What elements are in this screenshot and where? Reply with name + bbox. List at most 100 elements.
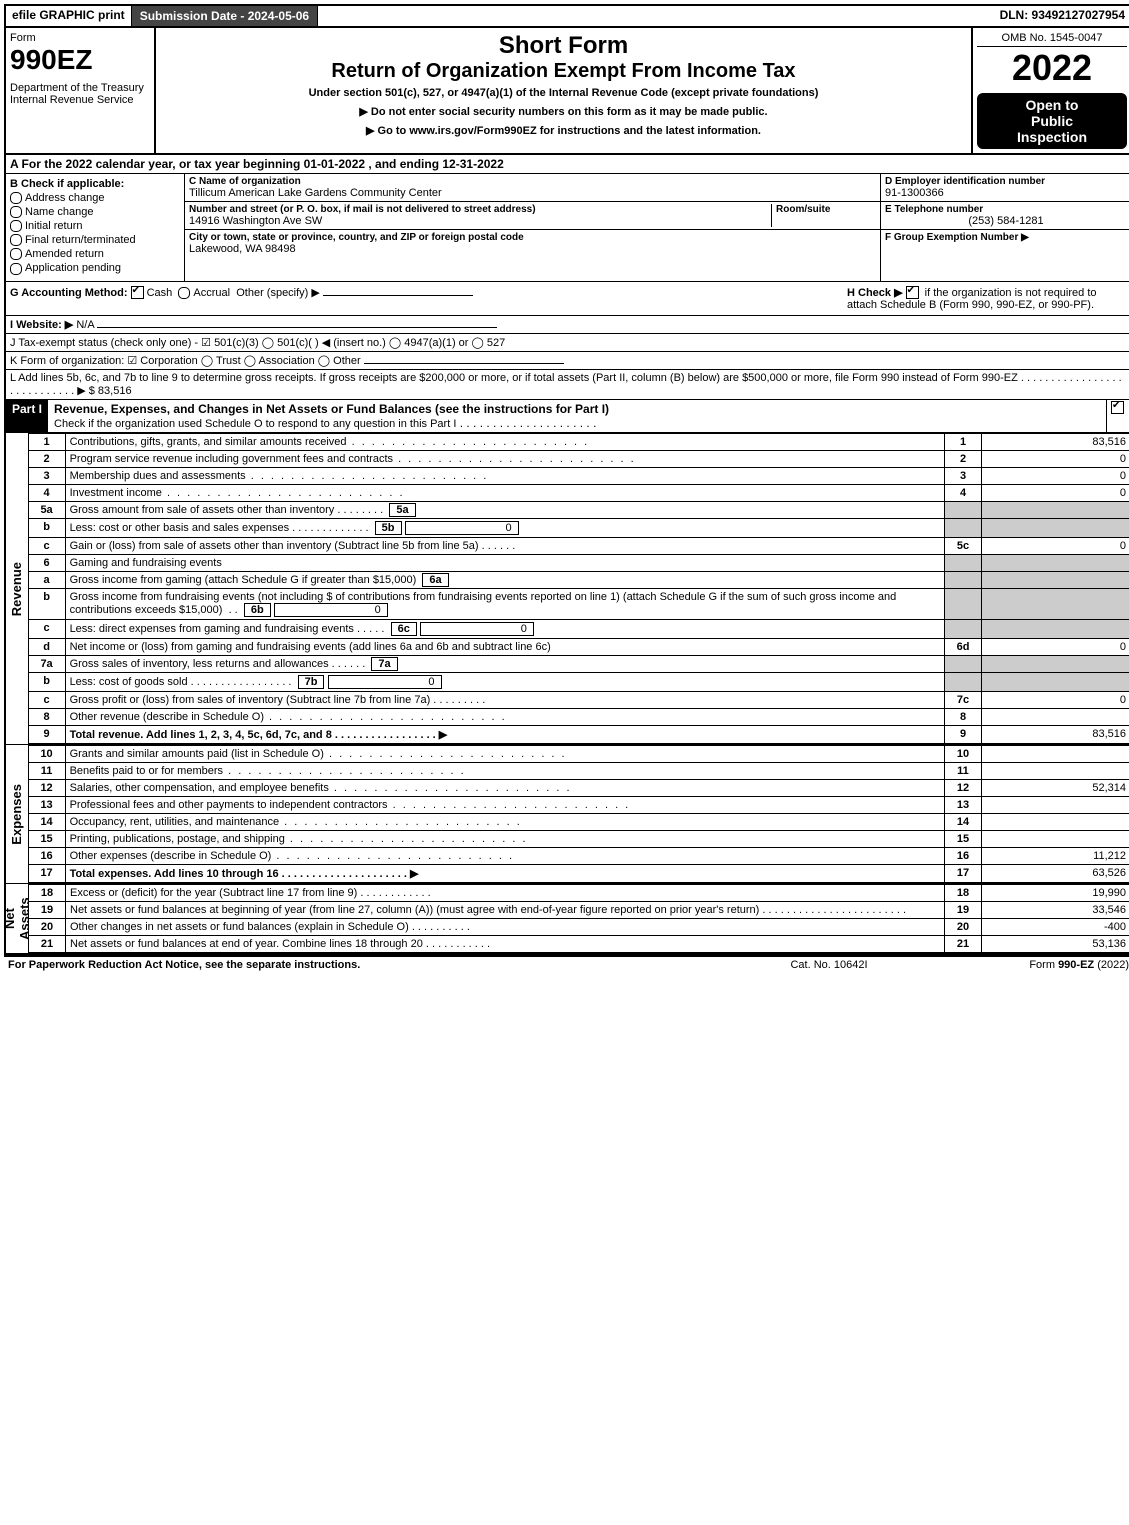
ein-value: 91-1300366 <box>885 187 1127 199</box>
chk-amended-return[interactable]: Amended return <box>10 248 180 260</box>
form-word: Form <box>10 32 150 44</box>
revenue-side-label: Revenue <box>6 433 29 744</box>
b-title: B Check if applicable: <box>10 178 180 190</box>
expenses-section: Expenses 10Grants and similar amounts pa… <box>6 745 1129 884</box>
row-a-tax-year: A For the 2022 calendar year, or tax yea… <box>6 155 1129 174</box>
line-6d: dNet income or (loss) from gaming and fu… <box>29 639 1129 656</box>
org-name-label: C Name of organization <box>189 176 876 187</box>
org-name-row: C Name of organization Tillicum American… <box>185 174 880 202</box>
under-section: Under section 501(c), 527, or 4947(a)(1)… <box>160 87 967 99</box>
line-19: 19Net assets or fund balances at beginni… <box>29 902 1129 919</box>
part-i-header: Part I Revenue, Expenses, and Changes in… <box>6 400 1129 433</box>
k-text: K Form of organization: ☑ Corporation ◯ … <box>10 355 361 367</box>
line-13: 13Professional fees and other payments t… <box>29 797 1129 814</box>
line-8: 8Other revenue (describe in Schedule O)8 <box>29 709 1129 726</box>
line-6a: aGross income from gaming (attach Schedu… <box>29 572 1129 589</box>
form-container: efile GRAPHIC print Submission Date - 20… <box>4 4 1129 957</box>
line-5b: bLess: cost or other basis and sales exp… <box>29 519 1129 538</box>
header-right: OMB No. 1545-0047 2022 Open to Public In… <box>973 28 1129 153</box>
section-bcdef: B Check if applicable: Address change Na… <box>6 174 1129 282</box>
revenue-section: Revenue 1Contributions, gifts, grants, a… <box>6 433 1129 745</box>
row-i-website: I Website: ▶ N/A <box>6 316 1129 334</box>
website-value: N/A <box>76 319 94 331</box>
h-check-prefix: H Check ▶ <box>847 287 903 299</box>
org-city-row: City or town, state or province, country… <box>185 230 880 257</box>
chk-address-change[interactable]: Address change <box>10 192 180 204</box>
instr-goto-prefix: ▶ Go to <box>366 125 409 137</box>
org-name: Tillicum American Lake Gardens Community… <box>189 187 876 199</box>
chk-name-change[interactable]: Name change <box>10 206 180 218</box>
row-j-tax-exempt: J Tax-exempt status (check only one) - ☑… <box>6 334 1129 352</box>
line-10: 10Grants and similar amounts paid (list … <box>29 746 1129 763</box>
instr-goto: ▶ Go to www.irs.gov/Form990EZ for instru… <box>160 124 967 137</box>
form-header: Form 990EZ Department of the Treasury In… <box>6 28 1129 155</box>
g-label: G Accounting Method: <box>10 287 128 299</box>
other-label: Other (specify) ▶ <box>236 287 320 299</box>
revenue-table: 1Contributions, gifts, grants, and simil… <box>29 433 1129 744</box>
city-label: City or town, state or province, country… <box>189 232 876 243</box>
chk-application-pending[interactable]: Application pending <box>10 262 180 274</box>
form-number: 990EZ <box>10 44 150 76</box>
part-i-check[interactable] <box>1106 400 1129 432</box>
footer-left: For Paperwork Reduction Act Notice, see … <box>8 959 729 971</box>
open-line1: Open to <box>981 97 1123 113</box>
short-form-title: Short Form <box>160 32 967 60</box>
phone-value: (253) 584-1281 <box>885 215 1127 227</box>
top-bar: efile GRAPHIC print Submission Date - 20… <box>6 6 1129 28</box>
irs-link[interactable]: www.irs.gov/Form990EZ <box>409 125 536 137</box>
phone-row: E Telephone number (253) 584-1281 <box>881 202 1129 230</box>
line-2: 2Program service revenue including gover… <box>29 451 1129 468</box>
submission-date: Submission Date - 2024-05-06 <box>132 6 318 26</box>
tax-year: 2022 <box>977 47 1127 89</box>
open-public-box: Open to Public Inspection <box>977 93 1127 149</box>
dln: DLN: 93492127027954 <box>994 6 1129 26</box>
line-15: 15Printing, publications, postage, and s… <box>29 831 1129 848</box>
cash-label: Cash <box>147 287 173 299</box>
netassets-table: 18Excess or (deficit) for the year (Subt… <box>29 884 1129 953</box>
col-def: D Employer identification number 91-1300… <box>881 174 1129 281</box>
accrual-label: Accrual <box>193 287 230 299</box>
efile-label: efile GRAPHIC print <box>6 6 132 26</box>
row-l-gross-receipts: L Add lines 5b, 6c, and 7b to line 9 to … <box>6 370 1129 400</box>
line-6c: cLess: direct expenses from gaming and f… <box>29 620 1129 639</box>
website-label: I Website: ▶ <box>10 319 73 331</box>
line-7c: cGross profit or (loss) from sales of in… <box>29 692 1129 709</box>
line-18: 18Excess or (deficit) for the year (Subt… <box>29 885 1129 902</box>
line-5c: cGain or (loss) from sale of assets othe… <box>29 538 1129 555</box>
return-title: Return of Organization Exempt From Incom… <box>160 60 967 83</box>
line-5a: 5aGross amount from sale of assets other… <box>29 502 1129 519</box>
dept-treasury: Department of the Treasury Internal Reve… <box>10 82 150 106</box>
expenses-table: 10Grants and similar amounts paid (list … <box>29 745 1129 883</box>
page-footer: For Paperwork Reduction Act Notice, see … <box>4 957 1129 973</box>
instr-no-ssn: ▶ Do not enter social security numbers o… <box>160 105 967 118</box>
line-11: 11Benefits paid to or for members11 <box>29 763 1129 780</box>
line-1: 1Contributions, gifts, grants, and simil… <box>29 434 1129 451</box>
chk-cash[interactable] <box>131 286 144 299</box>
line-17: 17Total expenses. Add lines 10 through 1… <box>29 865 1129 883</box>
line-4: 4Investment income40 <box>29 485 1129 502</box>
net-assets-section: Net Assets 18Excess or (deficit) for the… <box>6 884 1129 955</box>
room-label: Room/suite <box>776 204 876 215</box>
row-k-form-org: K Form of organization: ☑ Corporation ◯ … <box>6 352 1129 370</box>
netassets-side-label: Net Assets <box>6 884 29 953</box>
org-street-row: Number and street (or P. O. box, if mail… <box>185 202 880 230</box>
city-value: Lakewood, WA 98498 <box>189 243 876 255</box>
footer-mid: Cat. No. 10642I <box>729 959 929 971</box>
chk-initial-return[interactable]: Initial return <box>10 220 180 232</box>
chk-final-return[interactable]: Final return/terminated <box>10 234 180 246</box>
line-14: 14Occupancy, rent, utilities, and mainte… <box>29 814 1129 831</box>
instr-goto-suffix: for instructions and the latest informat… <box>537 125 761 137</box>
col-b-checkboxes: B Check if applicable: Address change Na… <box>6 174 185 281</box>
line-6: 6Gaming and fundraising events <box>29 555 1129 572</box>
open-line3: Inspection <box>981 129 1123 145</box>
chk-schedule-b[interactable] <box>906 286 919 299</box>
header-center: Short Form Return of Organization Exempt… <box>156 28 973 153</box>
chk-accrual[interactable] <box>178 287 190 299</box>
street-value: 14916 Washington Ave SW <box>189 215 771 227</box>
ein-row: D Employer identification number 91-1300… <box>881 174 1129 202</box>
line-12: 12Salaries, other compensation, and empl… <box>29 780 1129 797</box>
line-6b: bGross income from fundraising events (n… <box>29 589 1129 620</box>
open-line2: Public <box>981 113 1123 129</box>
phone-label: E Telephone number <box>885 204 1127 215</box>
group-exemption-row: F Group Exemption Number ▶ <box>881 230 1129 245</box>
